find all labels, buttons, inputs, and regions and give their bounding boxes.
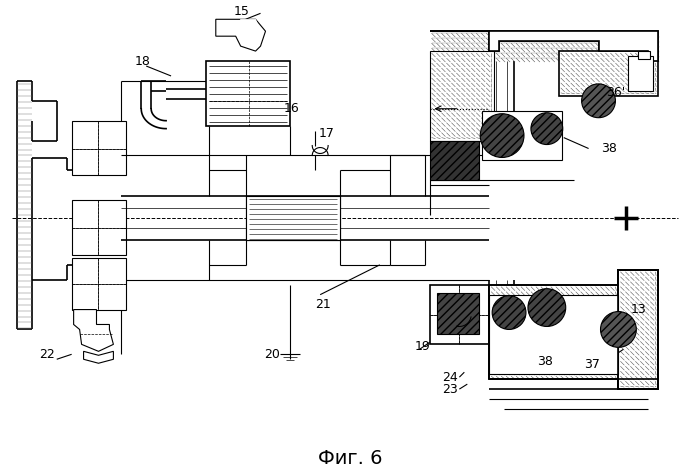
Text: 16: 16 <box>284 102 299 115</box>
Text: 21: 21 <box>315 298 331 311</box>
Text: 22: 22 <box>38 348 55 361</box>
Circle shape <box>528 289 566 326</box>
Bar <box>629 56 653 91</box>
Circle shape <box>582 84 615 118</box>
Text: 13: 13 <box>630 303 646 316</box>
Text: 37: 37 <box>584 358 599 371</box>
Text: 38: 38 <box>601 142 617 155</box>
Bar <box>430 285 489 344</box>
Text: 38: 38 <box>537 355 553 368</box>
Text: 18: 18 <box>134 54 150 68</box>
Bar <box>559 51 658 96</box>
Text: 23: 23 <box>442 383 458 395</box>
Text: 17: 17 <box>318 127 334 140</box>
Text: Фиг. 6: Фиг. 6 <box>318 449 382 468</box>
Bar <box>618 270 658 389</box>
Bar <box>618 270 658 389</box>
Bar <box>246 196 340 240</box>
Text: 20: 20 <box>265 348 281 361</box>
Polygon shape <box>241 19 260 36</box>
Bar <box>206 61 290 126</box>
Text: 36': 36' <box>606 87 626 99</box>
Circle shape <box>492 296 526 330</box>
Polygon shape <box>489 270 658 389</box>
Polygon shape <box>216 19 265 51</box>
Circle shape <box>480 114 524 158</box>
Polygon shape <box>430 31 658 61</box>
Circle shape <box>531 113 563 145</box>
Text: 24: 24 <box>442 371 458 384</box>
Polygon shape <box>74 309 113 351</box>
Circle shape <box>601 312 636 347</box>
Bar <box>438 293 480 334</box>
Text: 19: 19 <box>414 340 430 353</box>
Bar <box>430 51 494 140</box>
Text: 15: 15 <box>234 5 250 18</box>
Bar <box>71 200 126 255</box>
Bar <box>430 140 480 180</box>
Bar <box>71 258 126 309</box>
Bar <box>246 196 340 240</box>
Polygon shape <box>430 31 658 61</box>
Bar <box>71 121 126 175</box>
Bar <box>482 111 561 160</box>
Bar <box>638 51 650 59</box>
Bar <box>489 295 618 374</box>
Polygon shape <box>83 351 113 363</box>
